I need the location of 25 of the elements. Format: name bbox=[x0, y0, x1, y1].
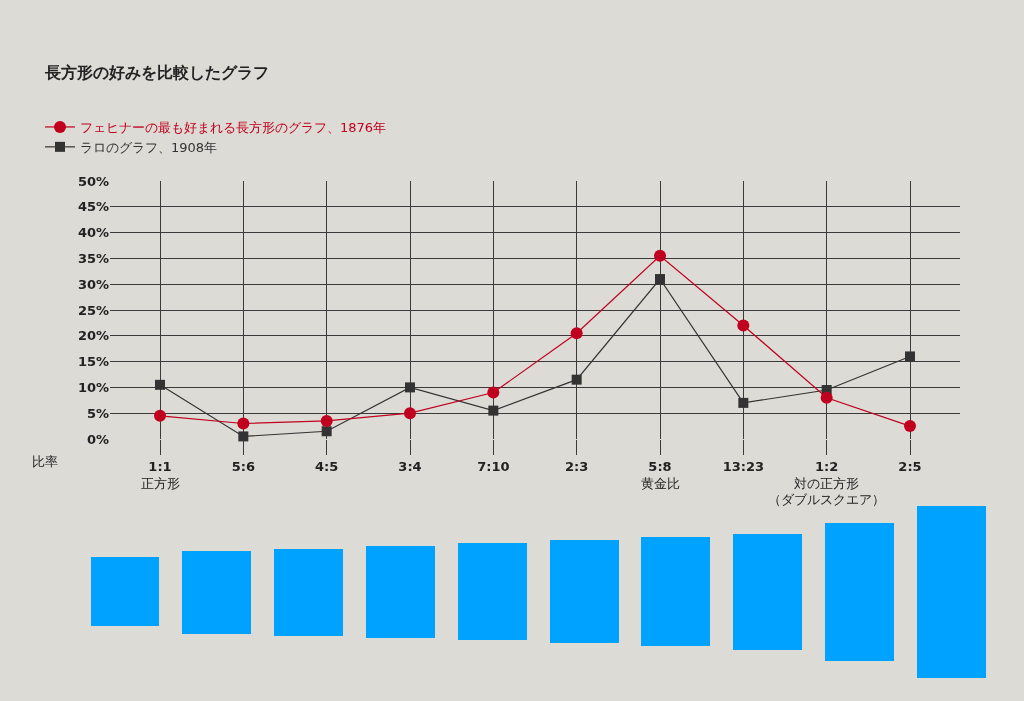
x-tick-label: 4:5 bbox=[315, 458, 339, 474]
x-tick-label: 5:6 bbox=[231, 458, 255, 474]
legend-label: フェヒナーの最も好まれる長方形のグラフ、1876年 bbox=[80, 120, 387, 136]
x-tick-label: 1:1 正方形 bbox=[140, 458, 180, 491]
y-tick-label: 15% bbox=[77, 354, 109, 370]
y-tick-label: 45% bbox=[77, 199, 109, 215]
x-tick-label: 3:4 bbox=[398, 458, 422, 474]
x-tick-label: 2:5 bbox=[898, 458, 922, 474]
y-tick-label: 5% bbox=[86, 405, 109, 421]
x-tick-label: 2:3 bbox=[565, 458, 589, 474]
y-tick-label: 10% bbox=[77, 379, 109, 395]
legend-label: ラロのグラフ、1908年 bbox=[80, 139, 218, 155]
x-axis-title: 比率 bbox=[32, 454, 58, 469]
x-tick-label: 1:2 対の正方形（ダブルスクエア） bbox=[768, 458, 886, 508]
x-tick-label: 5:8 黄金比 bbox=[640, 458, 680, 491]
y-tick-label: 40% bbox=[77, 225, 109, 241]
x-tick-label: 7:10 bbox=[477, 458, 510, 474]
x-tick-label: 13:23 bbox=[722, 458, 765, 474]
y-tick-label: 25% bbox=[77, 302, 109, 318]
y-tick-label: 30% bbox=[77, 276, 109, 292]
y-tick-label: 20% bbox=[77, 328, 109, 344]
y-tick-label: 50% bbox=[77, 173, 109, 189]
y-tick-label: 35% bbox=[77, 250, 109, 266]
chart-title: 長方形の好みを比較したグラフ bbox=[44, 62, 269, 82]
y-tick-label: 0% bbox=[86, 431, 109, 447]
